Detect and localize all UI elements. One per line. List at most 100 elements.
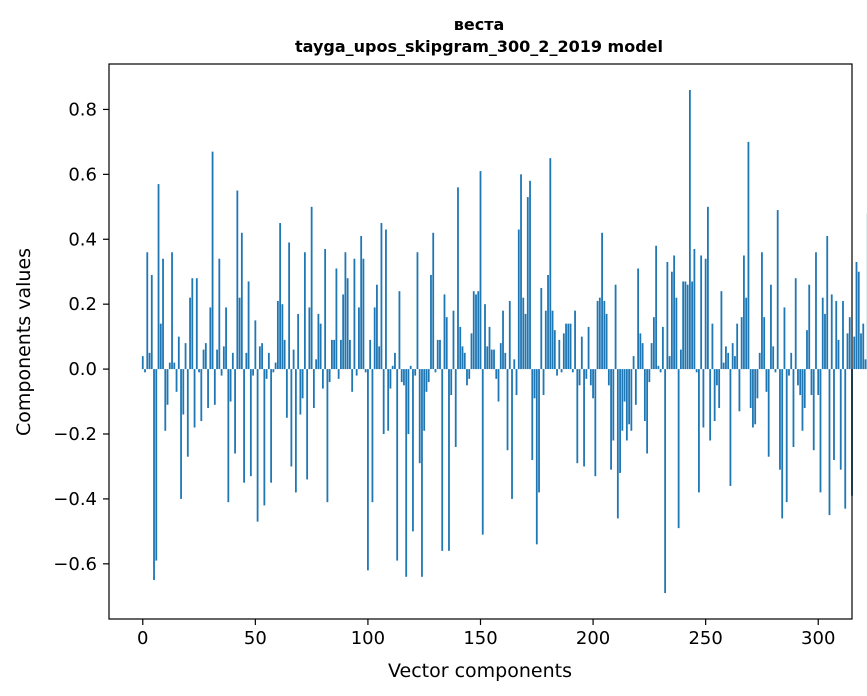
- y-tick-label: 0.6: [68, 164, 97, 185]
- bar: [684, 281, 687, 370]
- bar: [157, 184, 160, 370]
- bar: [238, 297, 241, 370]
- bar: [540, 287, 543, 370]
- bar: [583, 369, 585, 467]
- bar: [625, 369, 628, 441]
- bar: [646, 369, 649, 454]
- bar: [231, 352, 234, 370]
- bar: [502, 310, 504, 370]
- y-tick-label: 0.4: [68, 229, 97, 250]
- bar: [526, 197, 529, 370]
- bar: [454, 369, 457, 447]
- bar: [445, 317, 448, 370]
- bar: [574, 310, 576, 370]
- bar: [569, 323, 572, 370]
- bar: [844, 369, 847, 509]
- bar: [315, 359, 318, 370]
- bar: [725, 346, 727, 370]
- bar: [531, 369, 534, 460]
- bar: [621, 369, 624, 431]
- bar: [337, 369, 340, 379]
- bar: [317, 313, 320, 370]
- bar: [418, 369, 421, 464]
- bar: [303, 252, 306, 370]
- bar: [421, 369, 423, 577]
- bar: [191, 278, 194, 370]
- bar: [369, 339, 372, 370]
- bar: [765, 369, 768, 392]
- bar: [682, 281, 685, 370]
- bar: [434, 369, 437, 373]
- bar: [659, 369, 662, 373]
- chart-subtitle: tayga_upos_skipgram_300_2_2019 model: [295, 37, 663, 56]
- bar: [598, 297, 601, 370]
- bar: [862, 323, 865, 370]
- bar: [785, 369, 788, 503]
- bar: [826, 236, 829, 370]
- y-axis-label: Components values: [13, 248, 35, 436]
- bar: [382, 369, 385, 434]
- bar: [535, 369, 538, 545]
- bar: [412, 369, 414, 532]
- bar: [594, 369, 597, 477]
- bar: [623, 369, 626, 402]
- bar: [752, 369, 754, 428]
- bar: [220, 369, 223, 376]
- bar: [245, 352, 248, 370]
- bar: [677, 369, 680, 529]
- bar: [700, 255, 703, 370]
- bar: [360, 236, 363, 370]
- bar: [630, 369, 633, 431]
- bar: [308, 307, 311, 370]
- bar: [301, 369, 304, 399]
- bar: [306, 369, 309, 480]
- bar: [276, 300, 279, 370]
- y-tick-label: 0.8: [68, 99, 97, 120]
- bar: [821, 297, 824, 370]
- bar: [693, 249, 696, 370]
- bar: [673, 255, 676, 370]
- bar: [184, 343, 187, 370]
- bar: [270, 369, 273, 483]
- bar: [367, 369, 369, 571]
- bar: [281, 304, 284, 370]
- bar: [506, 369, 509, 451]
- bar: [666, 261, 669, 370]
- bar: [425, 369, 428, 392]
- bar: [389, 369, 392, 389]
- bar: [632, 356, 635, 370]
- bar: [430, 274, 432, 370]
- bar: [265, 369, 268, 379]
- bar: [709, 369, 712, 441]
- bar: [641, 343, 644, 370]
- bar: [722, 362, 725, 370]
- bar: [466, 369, 468, 386]
- bar: [171, 252, 173, 370]
- x-tick-label: 150: [463, 628, 497, 649]
- bar: [310, 206, 313, 370]
- bar: [819, 369, 822, 493]
- bar: [150, 274, 153, 370]
- bar: [657, 365, 660, 370]
- bar: [589, 369, 592, 386]
- bar: [799, 369, 802, 396]
- bar: [486, 346, 489, 370]
- bar: [177, 336, 180, 370]
- bar: [839, 369, 842, 470]
- bar: [628, 369, 630, 425]
- bar: [801, 369, 804, 431]
- bar: [524, 313, 527, 370]
- bar: [855, 261, 858, 370]
- bar: [443, 294, 446, 370]
- y-axis-ticks: −0.6 −0.4 −0.2 0.0 0.2 0.4 0.6 0.8: [53, 99, 109, 575]
- bar: [695, 369, 698, 373]
- bar: [227, 369, 230, 503]
- bar: [688, 89, 691, 370]
- bar: [637, 268, 640, 370]
- bar: [743, 255, 745, 370]
- bar: [522, 297, 525, 370]
- bar: [189, 297, 191, 370]
- bar: [193, 369, 196, 428]
- bar: [812, 369, 815, 451]
- bar: [472, 291, 475, 370]
